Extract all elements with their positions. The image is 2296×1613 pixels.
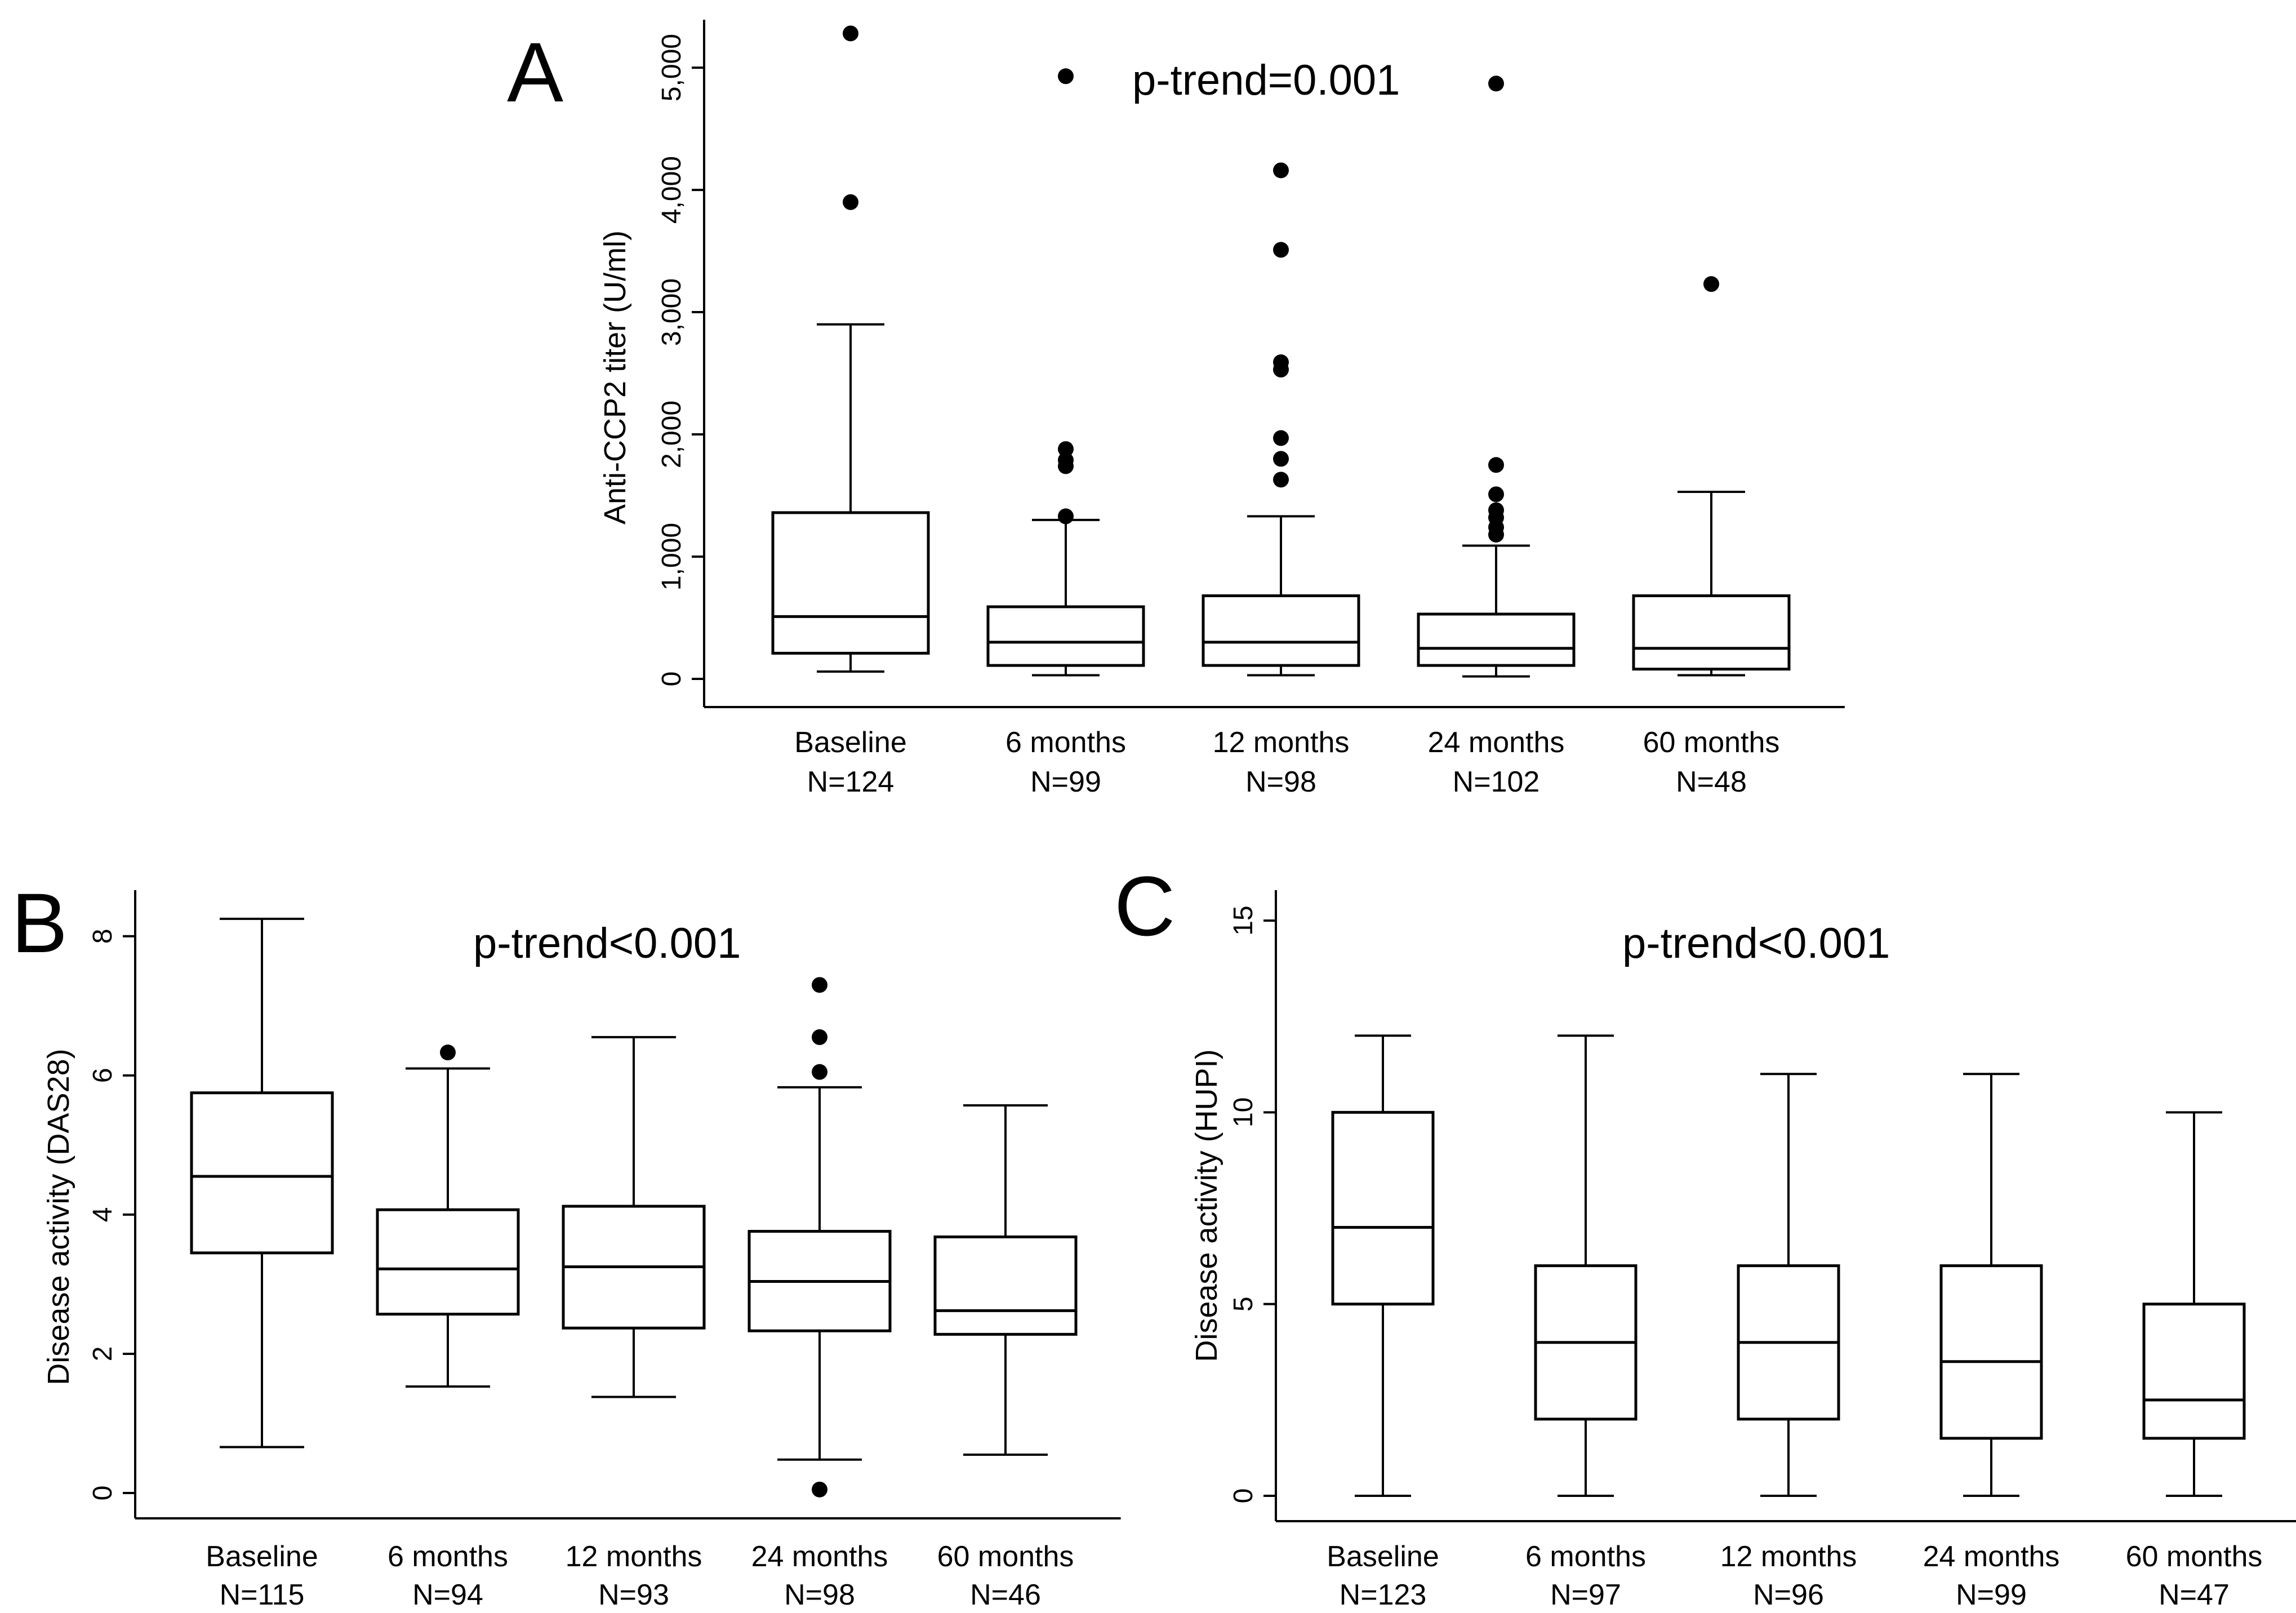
y-tick-label: 10 bbox=[1229, 1097, 1258, 1127]
plot-area: 0 2 4 6 8 Baseline N=115 6 months N=94 12 months N… bbox=[88, 890, 1121, 1611]
y-tick-label: 8 bbox=[88, 928, 118, 944]
category-n-label: N=98 bbox=[784, 1579, 855, 1611]
category-label: 6 months bbox=[1005, 726, 1126, 759]
outlier-point bbox=[1273, 451, 1289, 467]
y-tick-label: 0 bbox=[1229, 1488, 1258, 1504]
outlier-point bbox=[812, 1481, 827, 1498]
box-iqr bbox=[933, 1235, 1078, 1336]
y-tick-label: 6 bbox=[88, 1068, 118, 1083]
category-n-label: N=102 bbox=[1453, 766, 1540, 798]
y-tick-label: 3,000 bbox=[657, 278, 687, 346]
y-tick-label: 4,000 bbox=[657, 156, 687, 224]
category-label: 12 months bbox=[1720, 1540, 1857, 1573]
category-n-label: N=99 bbox=[1956, 1579, 2027, 1611]
category-label: Baseline bbox=[1327, 1540, 1439, 1573]
category-label: 60 months bbox=[2126, 1540, 2263, 1573]
outlier-point bbox=[812, 1029, 827, 1045]
p-trend-annotation: p-trend<0.001 bbox=[473, 919, 741, 967]
y-axis-title: Disease activity (DAS28) bbox=[42, 1048, 75, 1385]
category-n-label: N=97 bbox=[1550, 1579, 1621, 1611]
category-label: 6 months bbox=[1525, 1540, 1646, 1573]
p-trend-annotation: p-trend<0.001 bbox=[1622, 919, 1890, 967]
category-n-label: N=94 bbox=[412, 1579, 483, 1611]
box-iqr bbox=[1939, 1264, 2043, 1440]
box-iqr bbox=[1202, 594, 1360, 667]
category-label: Baseline bbox=[794, 726, 906, 759]
plot-area: 0 5 10 15 Baseline N=123 6 months N=97 12 months… bbox=[1229, 890, 2296, 1611]
category-n-label: N=115 bbox=[220, 1579, 305, 1611]
outlier-point bbox=[1703, 276, 1719, 292]
category-n-label: N=46 bbox=[970, 1579, 1041, 1611]
box-iqr bbox=[986, 605, 1145, 667]
y-tick-label: 2 bbox=[88, 1347, 118, 1362]
category-label: 24 months bbox=[1428, 726, 1565, 759]
y-tick-label: 4 bbox=[88, 1207, 118, 1223]
outlier-point bbox=[843, 194, 858, 210]
y-tick-label: 0 bbox=[88, 1486, 118, 1501]
y-tick-label: 5 bbox=[1229, 1296, 1258, 1312]
outlier-point bbox=[1058, 441, 1074, 457]
category-n-label: N=96 bbox=[1753, 1579, 1824, 1611]
category-n-label: N=47 bbox=[2159, 1579, 2230, 1611]
y-axis-title: Anti-CCP2 titer (U/ml) bbox=[598, 230, 632, 525]
y-tick-label: 1,000 bbox=[657, 523, 687, 590]
category-label: 60 months bbox=[937, 1540, 1074, 1573]
box-iqr bbox=[771, 511, 930, 655]
outlier-point bbox=[1488, 502, 1504, 518]
outlier-point bbox=[1273, 354, 1289, 371]
outlier-point bbox=[1058, 452, 1074, 468]
y-tick-label: 5,000 bbox=[657, 34, 687, 101]
box-iqr bbox=[376, 1208, 520, 1316]
category-label: 24 months bbox=[1923, 1540, 2060, 1573]
panel-a: A p-trend=0.001 Anti-CCP2 titer (U/ml) 0… bbox=[507, 20, 1845, 798]
box-iqr bbox=[1632, 594, 1791, 671]
category-n-label: N=99 bbox=[1030, 766, 1101, 798]
box-iqr bbox=[190, 1091, 334, 1255]
box-iqr bbox=[2142, 1303, 2246, 1440]
outlier-point bbox=[1488, 75, 1504, 92]
y-tick-label: 15 bbox=[1229, 905, 1258, 935]
y-tick-label: 0 bbox=[657, 672, 687, 687]
category-n-label: N=123 bbox=[1340, 1579, 1427, 1611]
panel-label-a: A bbox=[507, 25, 563, 119]
outlier-point bbox=[440, 1045, 456, 1061]
outlier-point bbox=[1273, 242, 1289, 258]
category-label: 6 months bbox=[388, 1540, 508, 1573]
category-n-label: N=98 bbox=[1245, 766, 1316, 798]
outlier-point bbox=[812, 977, 827, 993]
panel-label-c: C bbox=[1114, 859, 1175, 953]
outlier-point bbox=[1273, 430, 1289, 446]
panel-b: B p-trend<0.001 Disease activity (DAS28)… bbox=[11, 876, 1121, 1611]
p-trend-annotation: p-trend=0.001 bbox=[1132, 56, 1400, 104]
category-label: 60 months bbox=[1643, 726, 1780, 759]
box-iqr bbox=[1417, 612, 1576, 667]
outlier-point bbox=[1273, 472, 1289, 488]
category-label: Baseline bbox=[206, 1540, 318, 1573]
outlier-point bbox=[812, 1064, 827, 1080]
box-iqr bbox=[1331, 1110, 1435, 1306]
y-tick-label: 2,000 bbox=[657, 401, 687, 468]
category-label: 12 months bbox=[566, 1540, 702, 1573]
plot-area: 0 1,000 2,000 3,000 4,000 5,000 Baseline N=124 6… bbox=[657, 20, 1845, 798]
outlier-point bbox=[1273, 162, 1289, 179]
category-n-label: N=93 bbox=[598, 1579, 669, 1611]
category-n-label: N=124 bbox=[807, 766, 895, 798]
outlier-point bbox=[1058, 508, 1074, 525]
category-n-label: N=48 bbox=[1676, 766, 1747, 798]
outlier-point bbox=[1488, 486, 1504, 503]
panel-label-b: B bbox=[11, 876, 68, 970]
y-axis-title: Disease activity (HUPI) bbox=[1190, 1049, 1223, 1362]
outlier-point bbox=[1058, 68, 1074, 85]
panel-c: C p-trend<0.001 Disease activity (HUPI) … bbox=[1114, 859, 2296, 1611]
outlier-point bbox=[1488, 457, 1504, 473]
outlier-point bbox=[843, 25, 858, 42]
category-label: 12 months bbox=[1213, 726, 1350, 759]
category-label: 24 months bbox=[751, 1540, 888, 1573]
